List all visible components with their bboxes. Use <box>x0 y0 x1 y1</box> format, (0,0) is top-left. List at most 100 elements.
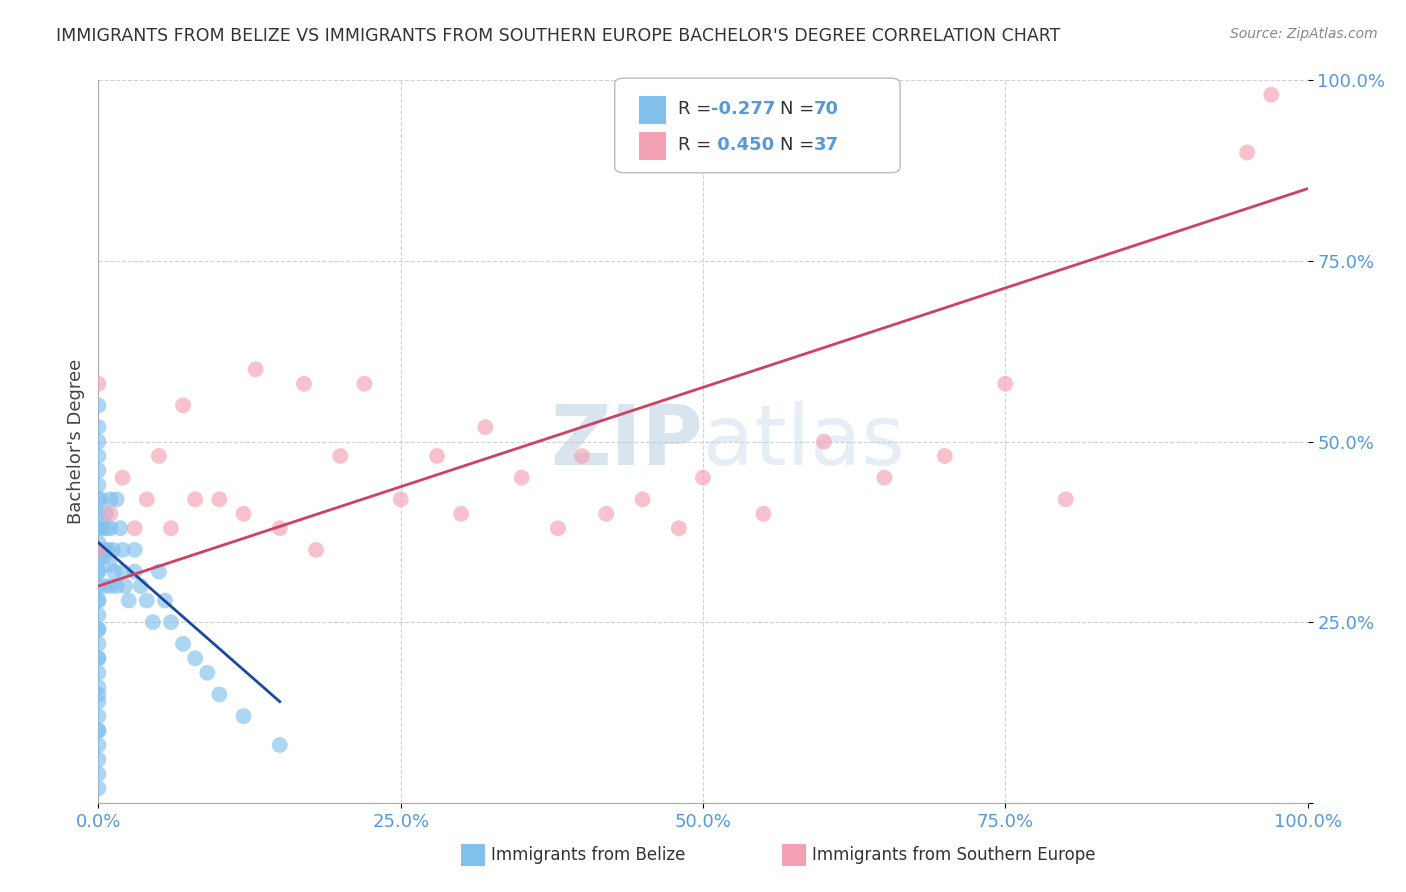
FancyBboxPatch shape <box>614 78 900 173</box>
Point <box>87 565 110 579</box>
Point <box>87 723 110 738</box>
Point <box>184 651 207 665</box>
Point <box>87 695 110 709</box>
Point <box>87 542 110 557</box>
Point <box>87 376 110 391</box>
Point <box>450 507 472 521</box>
Point <box>98 558 121 572</box>
Point <box>87 752 110 766</box>
Point <box>87 420 110 434</box>
Point <box>668 521 690 535</box>
Point <box>813 434 835 449</box>
Text: 70: 70 <box>814 100 839 118</box>
Point <box>208 492 231 507</box>
Point <box>100 492 122 507</box>
Point <box>245 362 267 376</box>
Point <box>148 565 170 579</box>
Point <box>87 478 110 492</box>
FancyBboxPatch shape <box>461 844 485 865</box>
Point <box>87 579 110 593</box>
Point <box>101 542 124 557</box>
Point <box>474 420 496 434</box>
Point <box>87 521 110 535</box>
Text: Immigrants from Belize: Immigrants from Belize <box>492 846 686 863</box>
Point <box>153 593 176 607</box>
FancyBboxPatch shape <box>638 96 665 124</box>
Point <box>148 449 170 463</box>
Point <box>160 615 183 630</box>
Point <box>752 507 775 521</box>
Point <box>100 579 122 593</box>
Point <box>114 579 136 593</box>
Point <box>124 521 146 535</box>
Y-axis label: Bachelor's Degree: Bachelor's Degree <box>66 359 84 524</box>
Point <box>595 507 617 521</box>
Text: ZIP: ZIP <box>551 401 703 482</box>
Point <box>232 507 254 521</box>
Point <box>105 492 128 507</box>
Point <box>87 623 110 637</box>
Point <box>87 651 110 665</box>
Point <box>87 593 110 607</box>
Point <box>1054 492 1077 507</box>
Text: R =: R = <box>678 100 717 118</box>
Text: Source: ZipAtlas.com: Source: ZipAtlas.com <box>1230 27 1378 41</box>
Point <box>1236 145 1258 160</box>
Text: 37: 37 <box>814 136 839 154</box>
Point <box>135 593 157 607</box>
Point <box>195 665 218 680</box>
Text: IMMIGRANTS FROM BELIZE VS IMMIGRANTS FROM SOUTHERN EUROPE BACHELOR'S DEGREE CORR: IMMIGRANTS FROM BELIZE VS IMMIGRANTS FRO… <box>56 27 1060 45</box>
Point <box>124 542 146 557</box>
Point <box>305 542 328 557</box>
Point <box>87 651 110 665</box>
Point <box>100 521 122 535</box>
Point <box>129 579 152 593</box>
Point <box>87 507 110 521</box>
Point <box>232 709 254 723</box>
Point <box>87 463 110 477</box>
Point <box>91 521 114 535</box>
Point <box>135 492 157 507</box>
Text: N =: N = <box>780 136 820 154</box>
Point <box>142 615 165 630</box>
Text: 0.450: 0.450 <box>711 136 775 154</box>
Point <box>87 637 110 651</box>
Point <box>87 550 110 565</box>
Point <box>87 709 110 723</box>
Point <box>87 449 110 463</box>
Point <box>389 492 412 507</box>
Point <box>87 542 110 557</box>
Point <box>87 565 110 579</box>
Point <box>94 507 117 521</box>
Point <box>269 738 291 752</box>
Point <box>108 521 131 535</box>
Point <box>91 550 114 565</box>
Point <box>208 687 231 701</box>
Point <box>87 434 110 449</box>
Point <box>172 398 194 412</box>
Point <box>124 565 146 579</box>
Text: -0.277: -0.277 <box>711 100 776 118</box>
Point <box>692 470 714 484</box>
Point <box>97 542 120 557</box>
Point <box>934 449 956 463</box>
Text: Immigrants from Southern Europe: Immigrants from Southern Europe <box>811 846 1095 863</box>
Point <box>87 781 110 796</box>
Point <box>87 687 110 701</box>
Point <box>571 449 593 463</box>
Point <box>353 376 375 391</box>
Point <box>329 449 352 463</box>
Point <box>160 521 183 535</box>
Point <box>87 607 110 622</box>
Point <box>87 623 110 637</box>
Text: N =: N = <box>780 100 820 118</box>
Point <box>87 665 110 680</box>
Point <box>90 492 112 507</box>
Text: atlas: atlas <box>703 401 904 482</box>
Point <box>994 376 1017 391</box>
Text: R =: R = <box>678 136 717 154</box>
Point <box>87 398 110 412</box>
Point <box>87 535 110 549</box>
FancyBboxPatch shape <box>782 844 806 865</box>
Point <box>87 767 110 781</box>
